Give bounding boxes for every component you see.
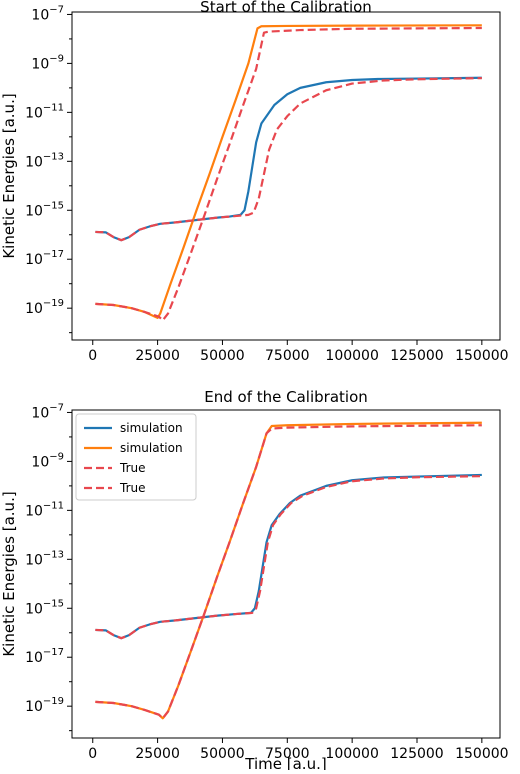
y-axis-label: Kinetic Energies [a.u.] bbox=[0, 491, 18, 656]
y-tick-exponent: −15 bbox=[43, 598, 64, 609]
y-tick-label: 10−13 bbox=[25, 151, 64, 170]
series-line-0 bbox=[95, 76, 482, 242]
legend-frame bbox=[75, 413, 197, 501]
y-tick-label: 10−19 bbox=[25, 298, 64, 317]
x-tick-label: 75000 bbox=[265, 746, 310, 762]
y-tick-label: 10−15 bbox=[25, 598, 64, 617]
y-tick-base: 10 bbox=[25, 552, 43, 568]
y-tick-label: 10−15 bbox=[25, 200, 64, 219]
x-tick-label: 25000 bbox=[135, 348, 180, 364]
legend-label-3: True bbox=[119, 481, 146, 495]
x-tick-label: 100000 bbox=[325, 348, 378, 364]
y-tick-label: 10−19 bbox=[25, 696, 64, 715]
chart-title: End of the Calibration bbox=[204, 388, 368, 406]
x-axis-label: Time [a.u.] bbox=[244, 755, 326, 770]
x-tick-label: 150000 bbox=[455, 746, 508, 762]
axes-frame bbox=[71, 11, 501, 341]
y-tick-base: 10 bbox=[25, 301, 43, 317]
panel-end-of-calibration: End of the Calibration 0 25000 50000 75000 10… bbox=[0, 388, 509, 773]
y-tick-base: 10 bbox=[25, 252, 43, 268]
y-tick-base: 10 bbox=[25, 105, 43, 121]
y-tick-exponent: −13 bbox=[43, 151, 64, 162]
y-tick-base: 10 bbox=[25, 503, 43, 519]
y-tick-exponent: −19 bbox=[43, 298, 64, 309]
y-tick-base: 10 bbox=[31, 56, 49, 72]
series-group bbox=[95, 24, 482, 322]
y-tick-exponent: −7 bbox=[49, 402, 64, 413]
y-tick-exponent: −13 bbox=[43, 549, 64, 560]
series-line-3 bbox=[95, 424, 482, 720]
legend-label-1: simulation bbox=[120, 441, 183, 455]
x-tick-label: 50000 bbox=[200, 348, 245, 364]
y-tick-exponent: −11 bbox=[43, 102, 64, 113]
y-tick-exponent: −15 bbox=[43, 200, 64, 211]
y-tick-base: 10 bbox=[25, 699, 43, 715]
y-tick-label: 10−17 bbox=[25, 249, 64, 268]
x-tick-label: 150000 bbox=[455, 348, 508, 364]
x-tick-label: 125000 bbox=[390, 746, 443, 762]
y-tick-base: 10 bbox=[25, 601, 43, 617]
y-tick-label: 10−17 bbox=[25, 647, 64, 666]
y-tick-exponent: −11 bbox=[43, 500, 64, 511]
y-tick-base: 10 bbox=[25, 203, 43, 219]
y-tick-exponent: −7 bbox=[49, 4, 64, 15]
y-tick-label: 10−9 bbox=[31, 451, 64, 470]
panel-start-of-calibration: Start of the Calibration 0 25000 50000 75000… bbox=[0, 0, 509, 364]
y-tick-label: 10−13 bbox=[25, 549, 64, 568]
legend: simulation simulation True True bbox=[75, 413, 197, 501]
y-tick-label: 10−7 bbox=[31, 4, 64, 23]
series-line-1 bbox=[95, 24, 482, 320]
y-tick-base: 10 bbox=[25, 650, 43, 666]
axes-frame bbox=[71, 409, 501, 739]
y-tick-label: 10−11 bbox=[25, 500, 64, 519]
y-tick-base: 10 bbox=[25, 154, 43, 170]
chart-title: Start of the Calibration bbox=[200, 0, 372, 16]
series-group bbox=[95, 421, 482, 720]
series-line-2 bbox=[95, 475, 482, 640]
x-tick-label: 50000 bbox=[200, 746, 245, 762]
x-tick-label: 125000 bbox=[390, 348, 443, 364]
y-tick-exponent: −9 bbox=[49, 53, 64, 64]
y-tick-exponent: −17 bbox=[43, 249, 64, 260]
y-tick-base: 10 bbox=[31, 405, 49, 421]
y-tick-label: 10−7 bbox=[31, 402, 64, 421]
y-tick-base: 10 bbox=[31, 454, 49, 470]
y-tick-exponent: −17 bbox=[43, 647, 64, 658]
x-tick-label: 25000 bbox=[135, 746, 180, 762]
y-tick-exponent: −19 bbox=[43, 696, 64, 707]
y-axis-label: Kinetic Energies [a.u.] bbox=[0, 93, 18, 258]
series-line-3 bbox=[95, 26, 482, 322]
y-tick-label: 10−11 bbox=[25, 102, 64, 121]
y-tick-label: 10−9 bbox=[31, 53, 64, 72]
y-tick-base: 10 bbox=[31, 7, 49, 23]
series-line-2 bbox=[95, 77, 482, 242]
y-tick-exponent: −9 bbox=[49, 451, 64, 462]
x-tick-label: 100000 bbox=[325, 746, 378, 762]
legend-label-0: simulation bbox=[120, 421, 183, 435]
x-tick-label: 0 bbox=[88, 348, 97, 364]
x-tick-label: 75000 bbox=[265, 348, 310, 364]
legend-label-2: True bbox=[119, 461, 146, 475]
x-tick-label: 0 bbox=[88, 746, 97, 762]
